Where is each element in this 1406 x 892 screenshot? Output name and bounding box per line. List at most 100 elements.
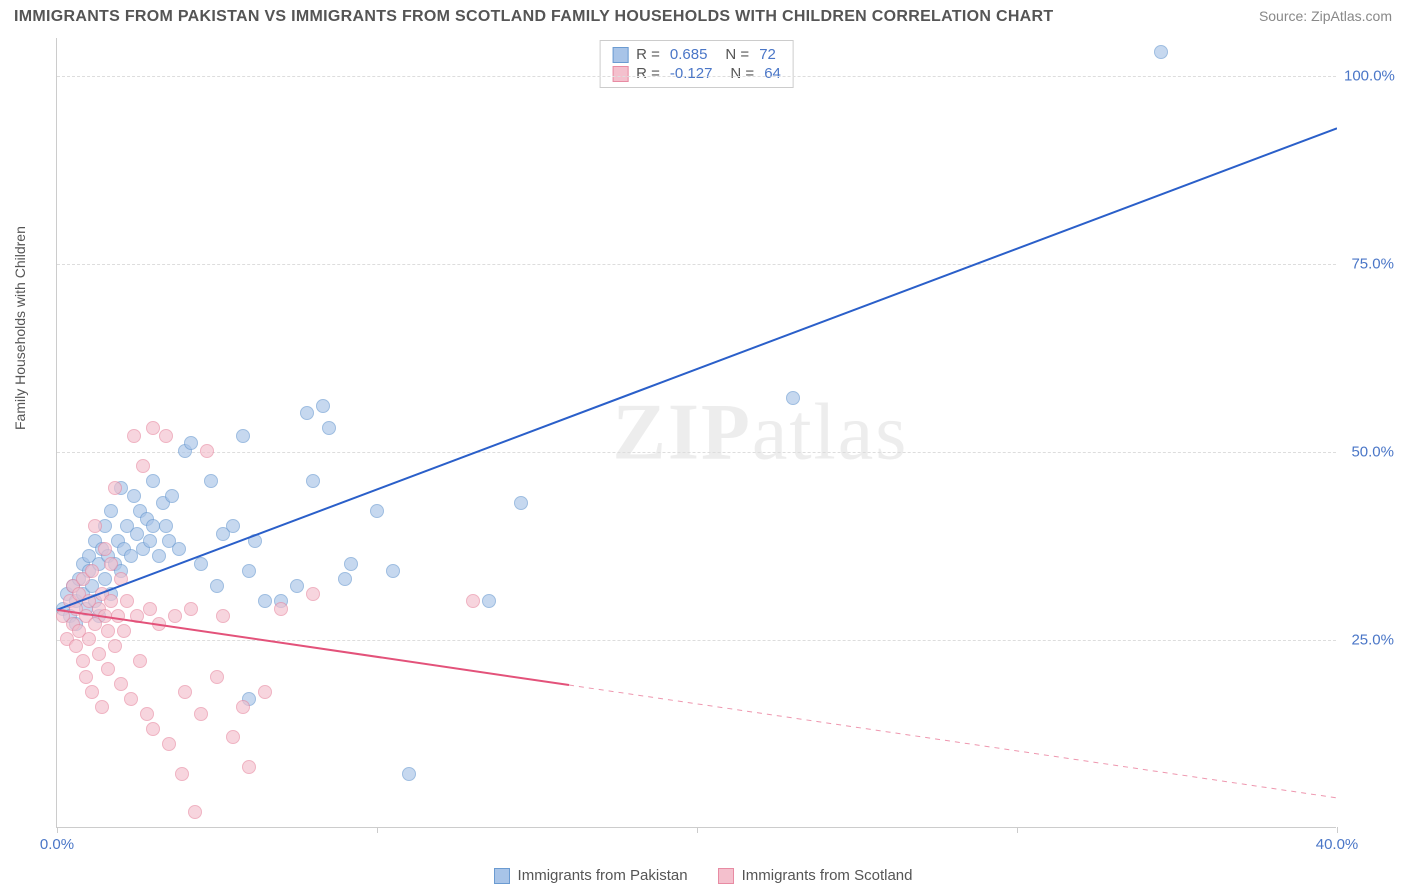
legend-swatch [612,47,628,63]
scatter-point [146,722,160,736]
scatter-point [242,760,256,774]
scatter-point [236,700,250,714]
n-label: N = [725,46,749,63]
chart-source: Source: ZipAtlas.com [1259,8,1392,24]
scatter-point [168,609,182,623]
scatter-point [204,474,218,488]
scatter-point [85,685,99,699]
scatter-point [210,670,224,684]
scatter-point [133,654,147,668]
scatter-point [146,474,160,488]
x-tick [57,827,58,833]
scatter-point [322,421,336,435]
legend-label: Immigrants from Pakistan [518,867,688,884]
x-tick [1337,827,1338,833]
scatter-point [82,632,96,646]
scatter-point [159,519,173,533]
scatter-point [386,564,400,578]
y-tick-label: 75.0% [1344,255,1394,272]
x-tick-label: 40.0% [1316,836,1359,853]
trend-line-dashed [569,685,1337,798]
scatter-point [76,654,90,668]
n-label: N = [730,65,754,82]
scatter-point [210,579,224,593]
scatter-point [130,609,144,623]
scatter-point [306,474,320,488]
scatter-point [140,707,154,721]
y-tick-label: 50.0% [1344,443,1394,460]
scatter-point [226,730,240,744]
r-label: R = [636,65,660,82]
gridline [57,76,1336,77]
scatter-point [786,391,800,405]
scatter-point [402,767,416,781]
gridline [57,264,1336,265]
scatter-point [514,496,528,510]
scatter-point [338,572,352,586]
scatter-point [226,519,240,533]
scatter-point [165,489,179,503]
scatter-point [146,421,160,435]
scatter-point [242,564,256,578]
scatter-point [159,429,173,443]
scatter-point [69,639,83,653]
scatter-point [127,429,141,443]
scatter-point [152,549,166,563]
legend-stat-row: R =0.685N =72 [612,45,781,64]
scatter-point [143,534,157,548]
y-tick-label: 100.0% [1344,67,1394,84]
scatter-point [88,519,102,533]
legend-swatch [494,868,510,884]
scatter-point [124,549,138,563]
scatter-point [104,504,118,518]
scatter-point [127,489,141,503]
x-tick [377,827,378,833]
scatter-point [104,594,118,608]
x-tick [1017,827,1018,833]
scatter-point [306,587,320,601]
gridline [57,640,1336,641]
legend-item: Immigrants from Pakistan [494,867,688,884]
legend-stat-row: R =-0.127N =64 [612,64,781,83]
scatter-point [482,594,496,608]
scatter-point [172,542,186,556]
scatter-point [98,572,112,586]
scatter-point [248,534,262,548]
scatter-point [111,609,125,623]
scatter-point [136,459,150,473]
x-tick-label: 0.0% [40,836,74,853]
r-label: R = [636,46,660,63]
scatter-point [300,406,314,420]
scatter-point [79,670,93,684]
scatter-point [178,685,192,699]
scatter-point [1154,45,1168,59]
scatter-point [274,602,288,616]
y-axis-label: Family Households with Children [12,226,28,430]
scatter-point [316,399,330,413]
scatter-point [152,617,166,631]
gridline [57,452,1336,453]
scatter-point [101,662,115,676]
scatter-point [258,685,272,699]
scatter-point [194,557,208,571]
x-tick [697,827,698,833]
scatter-point [184,602,198,616]
scatter-point [143,602,157,616]
scatter-point [236,429,250,443]
scatter-point [466,594,480,608]
scatter-point [370,504,384,518]
legend-swatch [612,66,628,82]
scatter-point [290,579,304,593]
scatter-point [114,572,128,586]
y-tick-label: 25.0% [1344,631,1394,648]
scatter-point [98,542,112,556]
scatter-point [120,594,134,608]
chart-title: IMMIGRANTS FROM PAKISTAN VS IMMIGRANTS F… [14,8,1053,26]
chart-header: IMMIGRANTS FROM PAKISTAN VS IMMIGRANTS F… [14,8,1392,26]
watermark: ZIPatlas [612,387,908,478]
scatter-point [130,527,144,541]
series-legend: Immigrants from PakistanImmigrants from … [0,867,1406,884]
n-value: 64 [764,65,781,82]
scatter-point [104,557,118,571]
chart-plot-area: ZIPatlas R =0.685N =72R =-0.127N =64 25.… [56,38,1336,828]
